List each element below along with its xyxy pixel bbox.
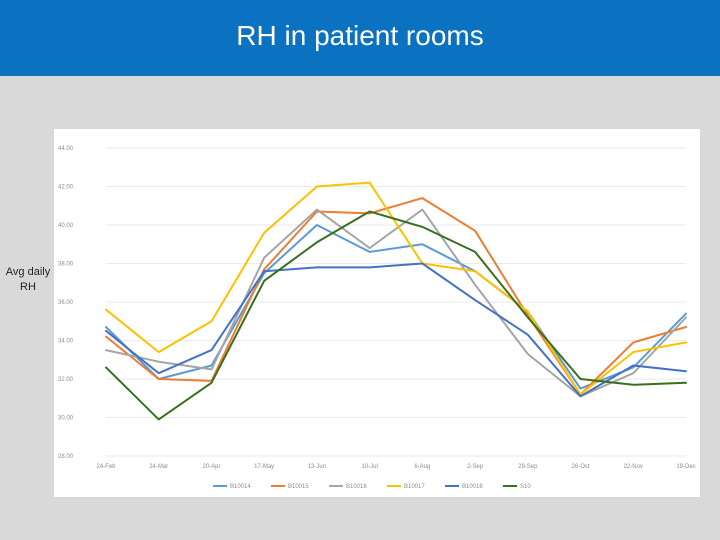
y-axis-title-line1: Avg daily bbox=[5, 266, 51, 278]
x-tick-label: 10-Jul bbox=[361, 464, 377, 470]
y-tick-label: 44.00 bbox=[58, 146, 74, 152]
line-chart: 44.00 42.00 40.00 38.00 36.00 34.00 32.00 30.00… bbox=[58, 146, 696, 490]
legend-item: B10015 bbox=[271, 484, 309, 490]
legend-item: S10 bbox=[503, 484, 531, 490]
x-tick-label: 29-Sep bbox=[518, 464, 538, 470]
legend-item: B10017 bbox=[387, 484, 425, 490]
series-line-b10017 bbox=[105, 181, 687, 396]
legend-label: B10015 bbox=[288, 484, 309, 490]
x-tick-label: 22-Nov bbox=[624, 464, 643, 470]
y-tick-labels: 44.00 42.00 40.00 38.00 36.00 34.00 32.00 30.00… bbox=[58, 146, 74, 460]
series-line-b10018 bbox=[105, 262, 687, 398]
y-tick-label: 36.00 bbox=[58, 300, 74, 306]
x-tick-labels: 24-Feb 24-Mar 20-Apr 17-May 13-Jun 10-Jul 6-Au… bbox=[96, 464, 695, 470]
series-line-b10016 bbox=[105, 208, 687, 398]
y-tick-label: 42.00 bbox=[58, 185, 74, 191]
legend-item: B10014 bbox=[213, 484, 251, 490]
series-lines bbox=[105, 181, 687, 421]
legend-item: B10018 bbox=[445, 484, 483, 490]
y-tick-label: 40.00 bbox=[58, 223, 74, 229]
y-axis-title-line2: RH bbox=[20, 281, 36, 293]
y-tick-label: 28.00 bbox=[58, 454, 74, 460]
legend: B10014 B10015 B10016 B10017 B10018 S10 bbox=[213, 484, 531, 490]
x-tick-label: 13-Jun bbox=[308, 464, 326, 470]
y-tick-label: 38.00 bbox=[58, 262, 74, 268]
legend-label: B10017 bbox=[404, 484, 425, 490]
legend-label: B10018 bbox=[462, 484, 483, 490]
legend-label: B10016 bbox=[346, 484, 367, 490]
chart-panel: 44.00 42.00 40.00 38.00 36.00 34.00 32.00 30.00… bbox=[54, 129, 700, 497]
x-tick-label: 2-Sep bbox=[467, 464, 484, 470]
x-tick-label: 20-Apr bbox=[202, 464, 220, 470]
series-line-b10014 bbox=[105, 224, 687, 390]
series-line-b10015 bbox=[105, 197, 687, 396]
y-tick-label: 30.00 bbox=[58, 416, 74, 422]
x-tick-label: 24-Feb bbox=[96, 464, 116, 470]
legend-label: S10 bbox=[520, 484, 531, 490]
y-tick-label: 32.00 bbox=[58, 377, 74, 383]
gridlines bbox=[106, 147, 686, 457]
y-tick-label: 34.00 bbox=[58, 339, 74, 345]
x-tick-label: 17-May bbox=[254, 464, 274, 470]
x-tick-label: 24-Mar bbox=[149, 464, 168, 470]
x-tick-label: 6-Aug bbox=[414, 464, 430, 470]
legend-label: B10014 bbox=[230, 484, 251, 490]
y-axis-title: Avg daily RH bbox=[0, 265, 56, 295]
x-tick-label: 19-Dec bbox=[676, 464, 695, 470]
slide-header: RH in patient rooms bbox=[0, 0, 720, 76]
x-tick-label: 26-Oct bbox=[572, 464, 590, 470]
series-line-s10 bbox=[105, 210, 687, 421]
legend-item: B10016 bbox=[329, 484, 367, 490]
slide-title: RH in patient rooms bbox=[236, 20, 484, 51]
